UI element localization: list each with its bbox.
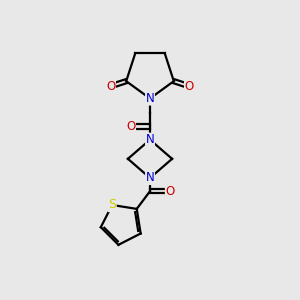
Text: N: N [146, 172, 154, 184]
Text: S: S [108, 199, 116, 212]
Text: O: O [165, 185, 175, 198]
Text: N: N [146, 92, 154, 105]
Text: O: O [126, 120, 136, 133]
Text: O: O [184, 80, 194, 93]
Text: O: O [106, 80, 116, 93]
Text: N: N [146, 133, 154, 146]
